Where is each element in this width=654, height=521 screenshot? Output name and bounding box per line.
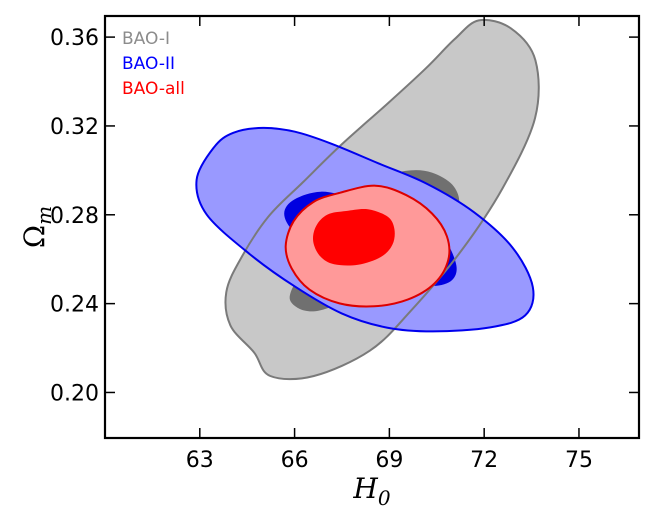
y-tick-label: 0.20 — [50, 381, 99, 406]
bao-i-outer-contour-edge — [224, 18, 540, 381]
y-tick-label: 0.32 — [50, 115, 99, 140]
contour-layer — [195, 18, 540, 381]
y-tick-label: 0.24 — [50, 293, 99, 318]
legend-entry-bao-ii: BAO-II — [122, 54, 175, 74]
x-tick-label: 75 — [565, 448, 593, 473]
x-axis-label: H0 — [352, 472, 390, 510]
legend-entry-bao-all: BAO-all — [122, 79, 185, 99]
x-tick-label: 63 — [186, 448, 214, 473]
legend: BAO-I BAO-II BAO-all — [122, 29, 185, 99]
x-axis-ticks: 63 66 69 72 75 — [186, 16, 593, 473]
y-axis-ticks: 0.20 0.24 0.28 0.32 0.36 — [50, 26, 639, 406]
x-tick-label: 72 — [470, 448, 498, 473]
y-tick-label: 0.36 — [50, 26, 99, 51]
y-tick-label: 0.28 — [50, 204, 99, 229]
y-axis-label-group: Ωm — [18, 206, 56, 248]
y-axis-label: Ωm — [18, 206, 56, 248]
x-tick-label: 69 — [375, 448, 403, 473]
plot-frame — [103, 14, 641, 440]
x-tick-label: 66 — [281, 448, 309, 473]
legend-entry-bao-i: BAO-I — [122, 29, 170, 49]
bao-all-inner-contour — [313, 208, 395, 266]
bao-ii-outer-contour-edge — [195, 126, 535, 333]
bao-all-outer-contour-edge — [284, 184, 451, 308]
